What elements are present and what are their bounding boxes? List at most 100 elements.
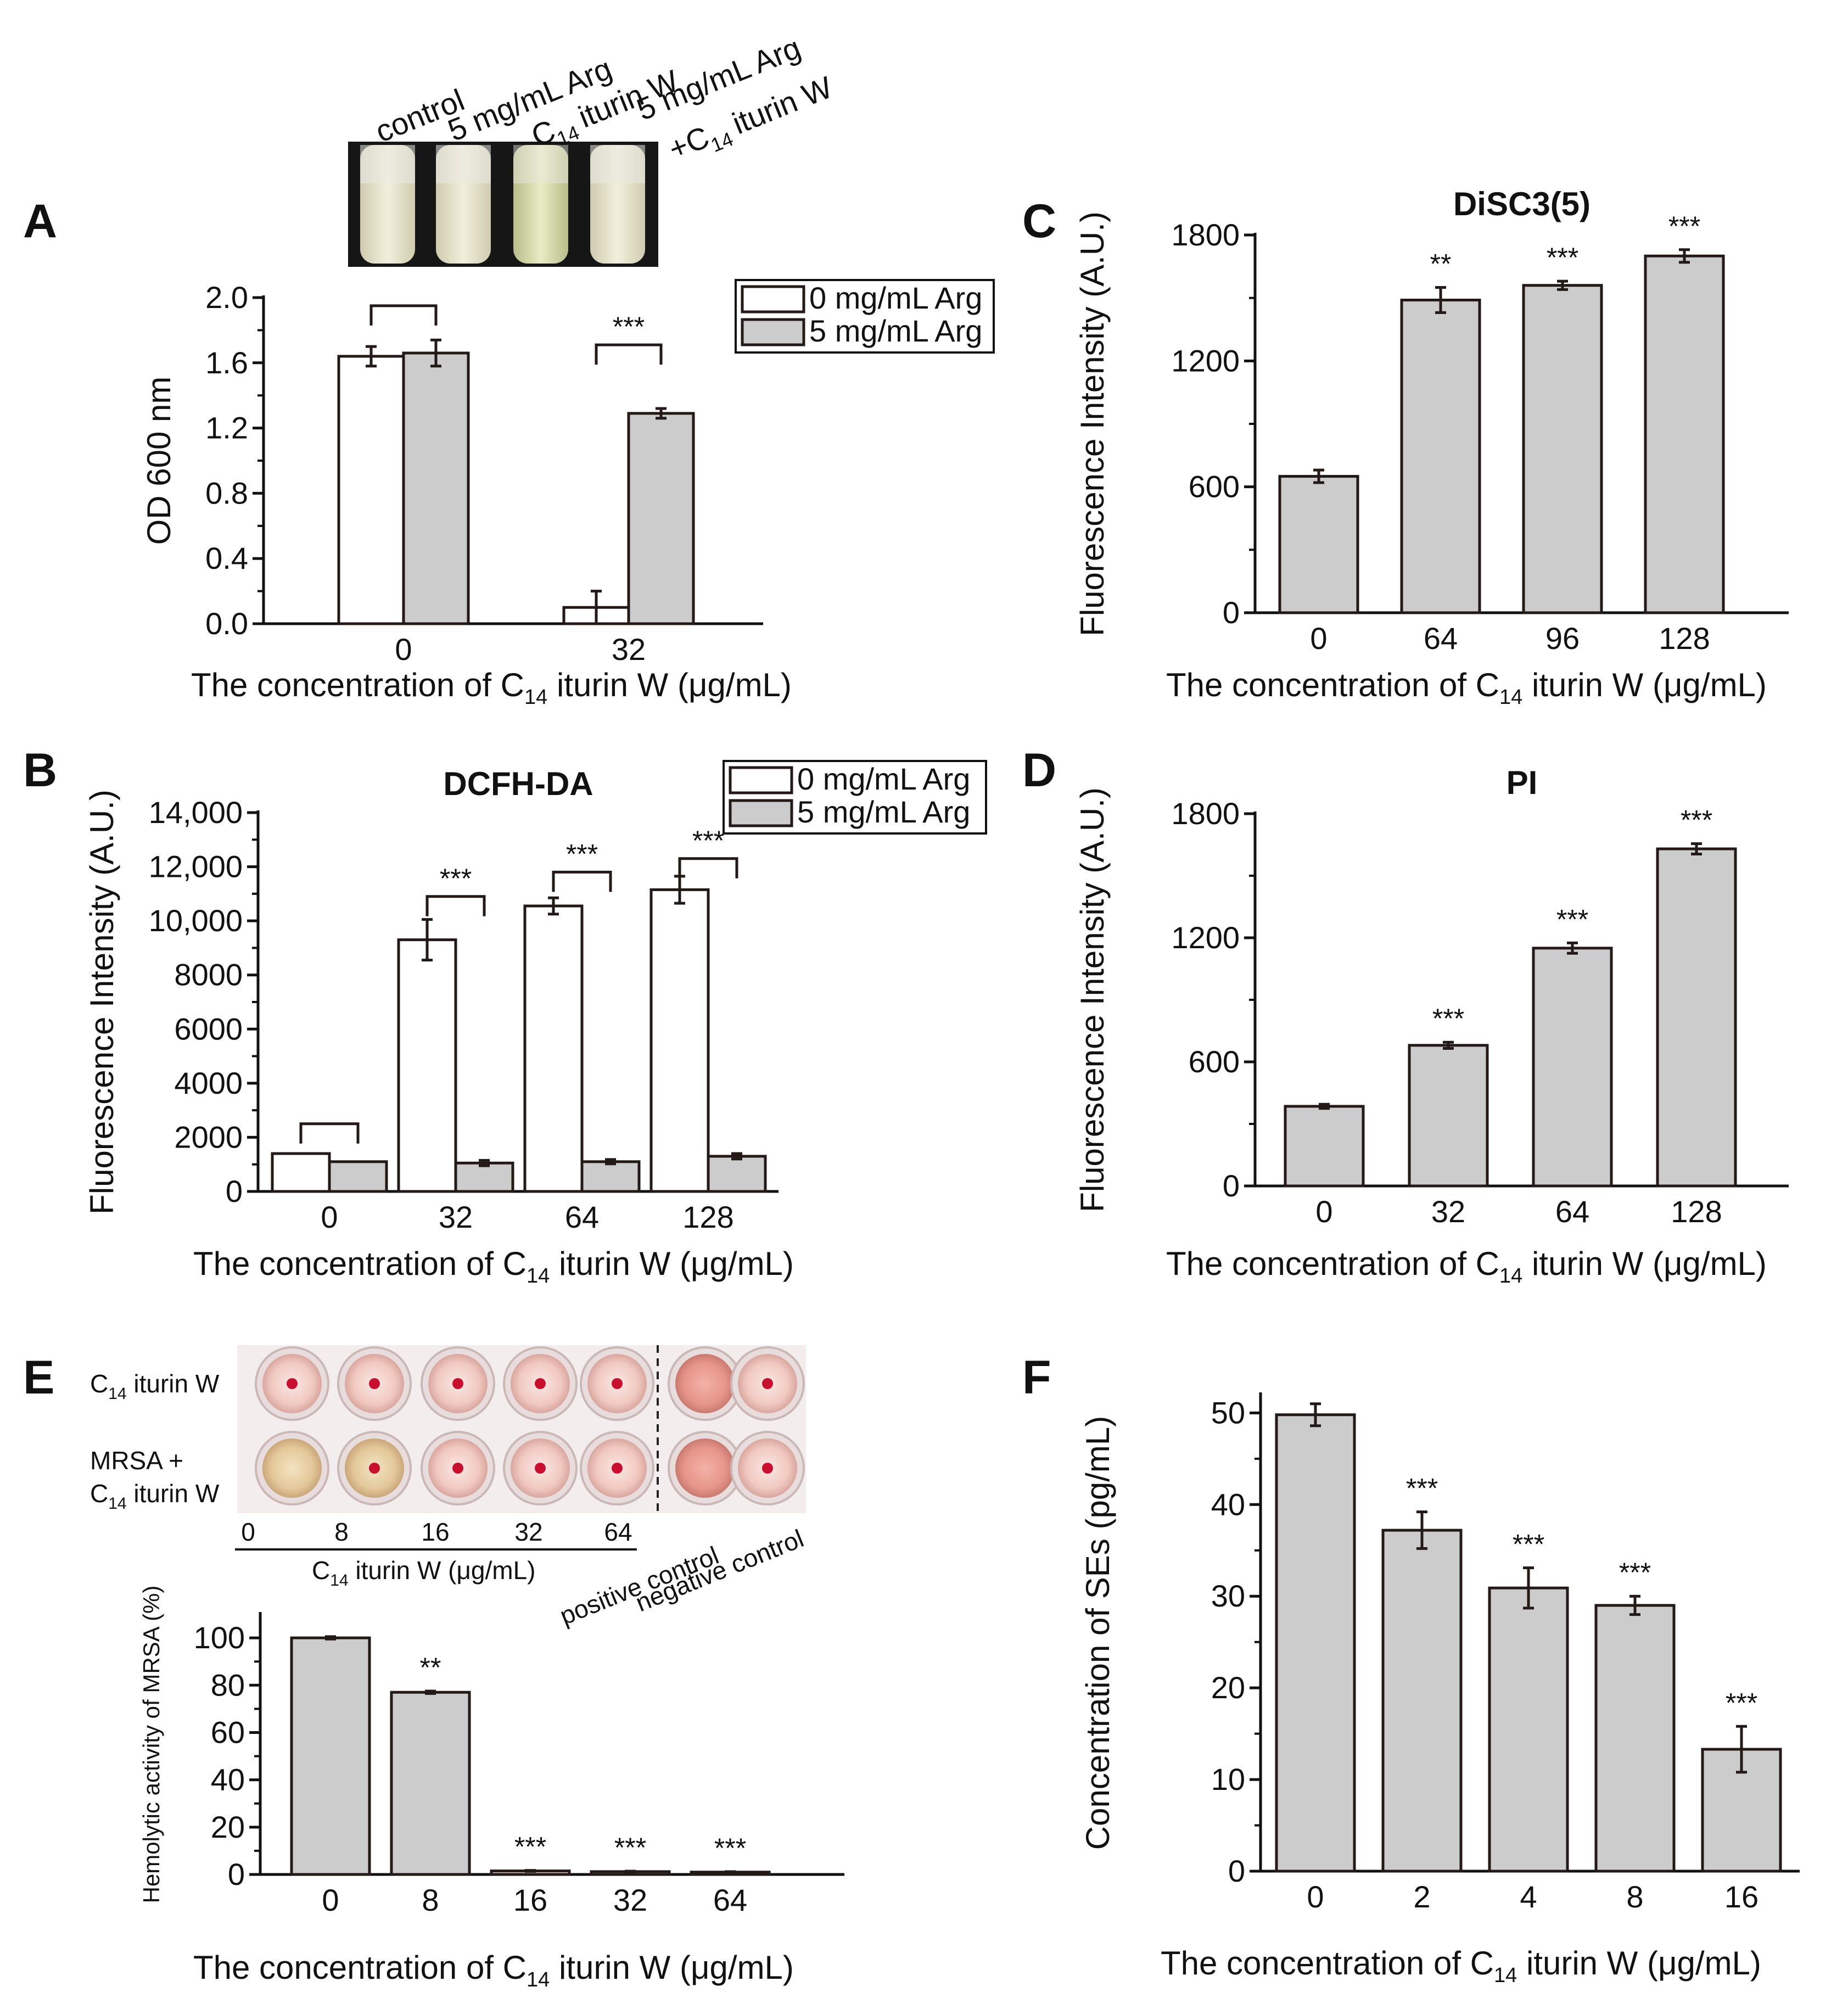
bar: [707, 1155, 767, 1193]
bar: [1408, 1044, 1489, 1188]
x-tick-label: 0: [322, 1883, 339, 1917]
bar: [580, 1160, 641, 1193]
plate-axis: 0 8 16 32 64 C14 iturin W (μg/mL) positi…: [235, 1518, 808, 1630]
chart-c: 0 600 1200 1800 Fluorescence Intensity (A.U.…: [1074, 186, 1789, 656]
y-tick-label: 1800: [1171, 217, 1240, 252]
red-cell-pellet: [535, 1463, 546, 1474]
photo-label-arg-iturin-c: +C: [664, 119, 714, 166]
panel-b-xlabel-sub: 14: [527, 1264, 550, 1288]
red-cell-pellet: [452, 1378, 463, 1389]
plate-row1-text: iturin W: [127, 1369, 220, 1398]
panel-d-xlabel: The concentration of C14 iturin W (μg/mL…: [1166, 1245, 1767, 1288]
y-axis-title: Fluorescence Intensity (A.U.): [83, 790, 120, 1215]
y-tick-label: 1200: [1171, 920, 1240, 955]
chart-f: 0 10 20 30 40 50 Concentration of SEs (pg/mL) 0…: [1079, 1392, 1800, 1914]
chart-a: 0.0 0.4 0.8 1.2 1.6 2.0 OD 600 nm 0 32 *** 0 mg/mL…: [141, 279, 995, 667]
y-tick-label: 6000: [174, 1011, 243, 1046]
x-tick-label: 96: [1545, 621, 1580, 656]
plate-wells: [255, 1346, 805, 1506]
plate-row1-c: C: [90, 1369, 108, 1398]
y-tick-label: 8000: [174, 958, 243, 992]
y-tick-label: 50: [1211, 1395, 1245, 1430]
y-tick-label: 40: [211, 1762, 245, 1797]
significance-bracket: [678, 857, 738, 878]
plate-row1-label: C14 iturin W: [90, 1369, 220, 1403]
x-tick-label: 0: [1315, 1194, 1332, 1229]
y-tick-label: 0: [1223, 595, 1240, 630]
panel-e-plate-photo: [237, 1345, 806, 1513]
tube-iturin: [513, 145, 568, 264]
significance-stars: **: [1430, 249, 1452, 279]
significance-bracket: [595, 343, 663, 365]
y-tick-label: 2.0: [205, 280, 248, 315]
significance-stars: ***: [1547, 242, 1578, 273]
significance-stars: ***: [1406, 1473, 1438, 1504]
x-tick-label: 0: [1310, 621, 1327, 656]
x-tick-label: 32: [439, 1200, 473, 1234]
y-tick-label: 0: [226, 1174, 243, 1208]
legend-swatch: [741, 285, 805, 314]
bar: [1594, 1604, 1676, 1873]
significance-stars: ***: [1513, 1529, 1544, 1559]
bar: [1532, 947, 1613, 1188]
red-cell-pellet: [287, 1378, 298, 1389]
chart-d: 0 600 1200 1800 Fluorescence Intensity (A.U.…: [1074, 764, 1789, 1229]
significance-stars: ***: [1432, 1003, 1464, 1034]
x-tick-label: 16: [1724, 1879, 1759, 1914]
panel-c: C 0 600 1200 1800 Fluorescence Intensity (A.…: [1022, 186, 1789, 709]
significance-stars: ***: [692, 825, 724, 856]
significance-stars: ***: [1668, 211, 1700, 242]
plate-well: [262, 1439, 322, 1498]
panel-e-xlabel: The concentration of C14 iturin W (μg/mL…: [193, 1949, 794, 1991]
plate-row2-label-b: C14 iturin W: [90, 1479, 220, 1513]
panel-letter-a: A: [23, 195, 57, 248]
significance-stars: ***: [613, 311, 645, 342]
y-tick-label: 2000: [174, 1120, 243, 1154]
significance-stars: ***: [614, 1832, 646, 1863]
y-axis-title: Hemolytic activity of MRSA (%): [138, 1586, 164, 1904]
panel-e-xlabel-pre: The concentration of C: [193, 1949, 527, 1986]
panel-e-xlabel-sub: 14: [527, 1968, 550, 1991]
bar: [328, 1160, 388, 1193]
bar: [337, 355, 405, 625]
x-tick-label: 8: [422, 1883, 439, 1917]
tube-glass-top: [360, 145, 415, 183]
red-cell-pellet: [369, 1463, 380, 1474]
bar: [649, 888, 710, 1193]
legend-label: 5 mg/mL Arg: [797, 794, 970, 829]
panel-a: A control 5 mg/mL Arg C14iturin W 5 mg/m…: [23, 30, 995, 709]
panel-c-xlabel-sub: 14: [1499, 686, 1522, 709]
legend-swatch: [729, 766, 793, 794]
y-tick-label: 10: [1211, 1762, 1245, 1796]
significance-stars: ***: [1619, 1557, 1651, 1588]
bar: [627, 412, 695, 625]
tube-glass-top: [590, 145, 645, 183]
y-tick-label: 0.0: [205, 606, 248, 641]
x-tick-label: 16: [513, 1883, 547, 1917]
panel-d-xlabel-sub: 14: [1499, 1264, 1522, 1288]
bar: [1656, 847, 1737, 1188]
panel-letter-e: E: [23, 1351, 54, 1404]
red-cell-pellet: [612, 1463, 623, 1474]
tube-glass-top: [513, 145, 568, 183]
y-tick-label: 20: [211, 1810, 245, 1844]
panel-d: D 0 600 1200 1800 Fluorescence Intensity (A.…: [1022, 744, 1789, 1288]
plate-row1-sub: 14: [108, 1385, 126, 1403]
plate-tick: 16: [421, 1518, 449, 1546]
panel-f-xlabel-sub: 14: [1494, 1964, 1517, 1987]
red-cell-pellet: [535, 1378, 546, 1389]
bar: [1488, 1586, 1569, 1873]
legend-swatch: [729, 799, 793, 827]
panel-b: B 0 2000 4000 6000 8000 10,000 12,000 14,000 Flu…: [23, 744, 987, 1288]
significance-stars: ***: [566, 838, 598, 869]
plate-tick: 0: [241, 1518, 255, 1546]
x-tick-label: 0: [321, 1200, 338, 1234]
plate-axis-sub: 14: [330, 1571, 348, 1590]
chart-title: DCFH-DA: [443, 765, 593, 802]
legend-label: 5 mg/mL Arg: [809, 314, 982, 348]
y-tick-label: 1.2: [205, 411, 248, 445]
panel-c-xlabel-pre: The concentration of C: [1166, 667, 1499, 703]
panel-letter-d: D: [1022, 744, 1056, 797]
significance-stars: ***: [440, 863, 472, 894]
